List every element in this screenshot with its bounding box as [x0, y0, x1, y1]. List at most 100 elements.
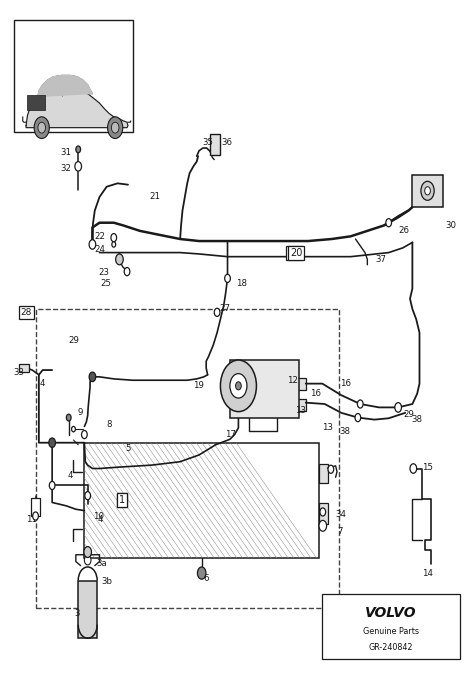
Circle shape — [197, 567, 206, 579]
Bar — [84, 443, 319, 558]
Circle shape — [220, 360, 256, 411]
Circle shape — [214, 308, 220, 316]
Circle shape — [72, 426, 75, 432]
Circle shape — [108, 117, 123, 139]
Text: 10: 10 — [93, 511, 104, 521]
Text: 13: 13 — [322, 423, 333, 433]
Text: GR-240842: GR-240842 — [369, 642, 413, 652]
Bar — [296, 399, 306, 411]
Text: 7: 7 — [337, 527, 343, 536]
Text: 15: 15 — [422, 462, 433, 472]
Text: 36: 36 — [222, 138, 233, 147]
Text: 6: 6 — [204, 574, 209, 583]
Text: 27: 27 — [219, 304, 230, 314]
Text: 37: 37 — [375, 255, 386, 264]
Circle shape — [38, 122, 46, 133]
Text: 22: 22 — [95, 232, 106, 241]
Text: 38: 38 — [339, 426, 350, 436]
Circle shape — [82, 430, 87, 439]
Circle shape — [355, 414, 361, 422]
Circle shape — [33, 512, 38, 520]
Circle shape — [116, 254, 123, 265]
Circle shape — [236, 382, 241, 390]
Circle shape — [34, 117, 49, 139]
Text: 34: 34 — [336, 510, 346, 519]
Text: 3a: 3a — [97, 559, 108, 568]
Circle shape — [49, 438, 55, 447]
Circle shape — [75, 162, 82, 171]
Text: 3: 3 — [74, 608, 80, 618]
Bar — [14, 20, 133, 132]
Text: 24: 24 — [95, 245, 106, 255]
Text: 28: 28 — [20, 308, 32, 317]
Circle shape — [76, 146, 81, 153]
Text: 29: 29 — [403, 409, 414, 419]
Circle shape — [410, 464, 417, 473]
Circle shape — [111, 234, 117, 242]
Circle shape — [319, 520, 327, 531]
Text: 20: 20 — [288, 248, 300, 257]
Bar — [210, 134, 220, 155]
Circle shape — [89, 372, 96, 382]
Text: 21: 21 — [149, 192, 160, 202]
Circle shape — [386, 219, 392, 227]
Text: 35: 35 — [203, 138, 214, 147]
Circle shape — [320, 508, 326, 516]
Text: 11: 11 — [26, 515, 37, 524]
Circle shape — [225, 274, 230, 282]
Text: 16: 16 — [310, 389, 321, 399]
Text: 4: 4 — [67, 471, 73, 480]
Text: 32: 32 — [61, 164, 72, 173]
Text: 17: 17 — [225, 430, 236, 439]
Text: 25: 25 — [100, 279, 111, 289]
Bar — [322, 594, 460, 659]
Circle shape — [89, 240, 96, 249]
Bar — [412, 175, 443, 207]
Circle shape — [111, 122, 119, 133]
Bar — [230, 360, 299, 418]
Circle shape — [357, 400, 363, 408]
Bar — [319, 464, 328, 483]
Text: 31: 31 — [61, 148, 72, 158]
Text: 13: 13 — [295, 405, 306, 415]
Bar — [27, 95, 45, 110]
Circle shape — [112, 242, 116, 247]
Circle shape — [230, 373, 247, 398]
Text: 30: 30 — [445, 221, 456, 230]
Circle shape — [421, 181, 434, 200]
Text: 19: 19 — [193, 381, 204, 390]
Text: 3b: 3b — [101, 577, 112, 587]
Circle shape — [85, 492, 91, 500]
Bar — [319, 503, 328, 524]
Bar — [36, 309, 339, 608]
Bar — [19, 364, 29, 372]
Text: 4: 4 — [39, 379, 45, 388]
Text: 9: 9 — [77, 407, 82, 417]
Polygon shape — [38, 75, 92, 96]
Circle shape — [66, 414, 71, 421]
Circle shape — [84, 547, 91, 557]
Circle shape — [395, 403, 401, 411]
Text: 1: 1 — [119, 496, 125, 505]
Text: 29: 29 — [69, 336, 80, 346]
Text: 33: 33 — [13, 367, 24, 377]
Text: 20: 20 — [290, 248, 302, 257]
Text: 8: 8 — [107, 420, 112, 429]
Text: 16: 16 — [340, 379, 351, 388]
Circle shape — [49, 481, 55, 490]
Text: 26: 26 — [398, 226, 409, 236]
Text: 38: 38 — [411, 415, 422, 424]
Circle shape — [395, 403, 401, 412]
Circle shape — [425, 187, 430, 195]
Text: 4: 4 — [97, 515, 103, 524]
Text: 5: 5 — [126, 443, 131, 453]
Bar — [31, 498, 40, 516]
Text: 1: 1 — [119, 496, 125, 505]
Text: 12: 12 — [287, 375, 298, 385]
Bar — [78, 581, 97, 638]
Text: 18: 18 — [236, 279, 247, 289]
Polygon shape — [26, 85, 128, 128]
Text: Genuine Parts: Genuine Parts — [363, 627, 419, 636]
Text: VOLVO: VOLVO — [365, 606, 417, 621]
Circle shape — [124, 268, 130, 276]
